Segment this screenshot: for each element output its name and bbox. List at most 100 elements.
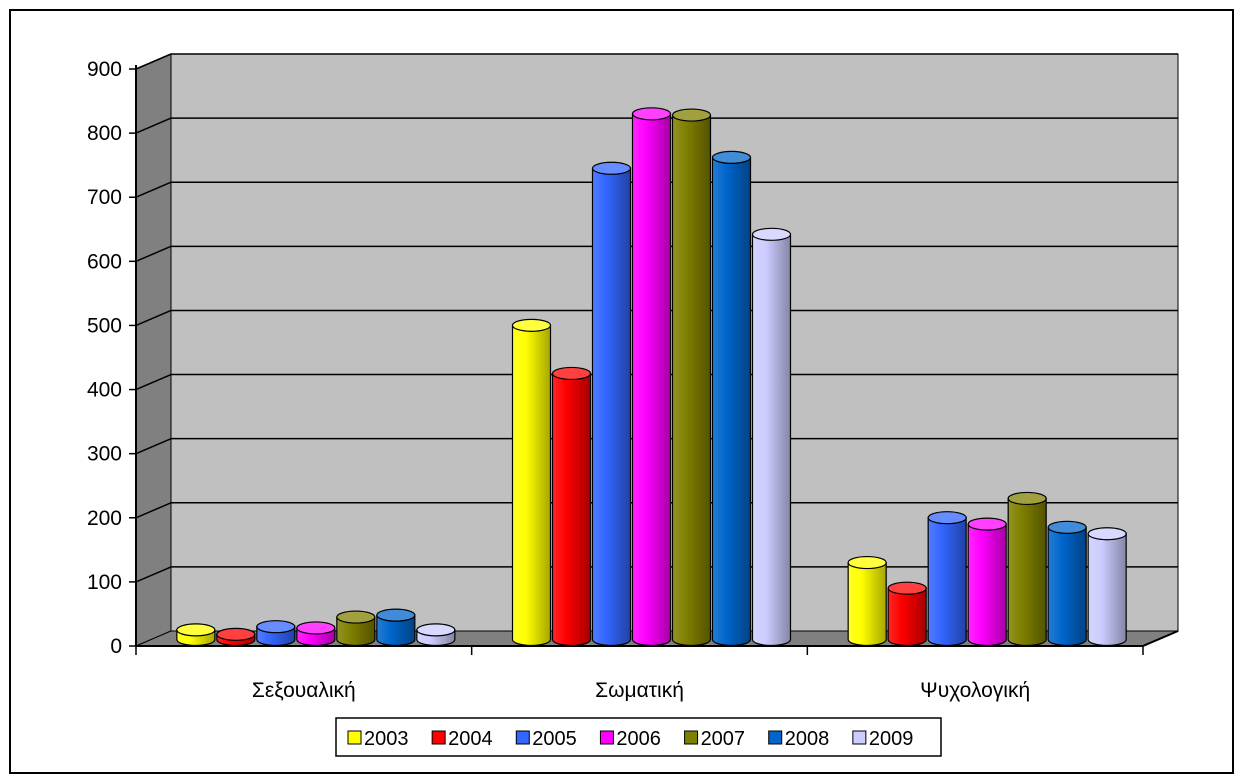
bar-top (711, 150, 752, 164)
bar (1087, 527, 1127, 647)
legend-swatch (768, 730, 783, 745)
y-tick-label: 700 (87, 186, 122, 209)
chart-frame: 0 100 200 300 400 500 600 700 800 900 Σεξουαλική Σ… (9, 9, 1234, 774)
bar (751, 227, 792, 647)
x-category-label: Σεξουαλική (252, 679, 356, 702)
gridline-side (135, 309, 172, 327)
legend-item: 2005 (515, 728, 577, 750)
legend-label: 2004 (448, 728, 493, 750)
gridline-side (135, 502, 172, 519)
bar-top (551, 366, 592, 381)
legend-label: 2005 (532, 728, 577, 750)
bar (256, 620, 296, 647)
bar-top (176, 623, 216, 637)
bar-body (591, 167, 632, 647)
gridline-side (135, 117, 172, 134)
bar (631, 107, 672, 647)
y-tick-label: 600 (87, 250, 122, 273)
bar (216, 627, 256, 647)
gridline-side (135, 53, 172, 70)
bar-body (711, 156, 752, 647)
legend-item: 2007 (684, 728, 746, 750)
bar (887, 581, 927, 647)
bar-body (1007, 497, 1047, 647)
gridline-side (135, 373, 172, 391)
x-axis-depth (1142, 630, 1179, 647)
bar-body (551, 372, 592, 647)
bar (376, 608, 416, 647)
bar-body (887, 587, 927, 647)
bar (967, 517, 1007, 647)
legend-swatch (515, 730, 530, 745)
bar-body (511, 324, 552, 647)
gridline-side (135, 566, 172, 583)
bar-body (336, 616, 376, 647)
bar (927, 511, 967, 647)
y-tick-label: 200 (87, 507, 122, 530)
legend-item: 2004 (431, 728, 493, 750)
bar-top (416, 623, 456, 637)
bar-body (631, 113, 672, 647)
legend-item: 2009 (852, 728, 914, 750)
gridline-side (135, 181, 172, 198)
y-tick-label: 500 (87, 314, 122, 337)
bar (847, 555, 887, 647)
bar (711, 150, 752, 647)
bar-top (1087, 527, 1127, 541)
legend-swatch (599, 730, 614, 745)
y-tick-label: 900 (87, 58, 122, 81)
legend-swatch (852, 730, 867, 745)
bar (1047, 520, 1087, 647)
bar-top (591, 161, 632, 175)
bars (176, 107, 1127, 647)
bar (511, 318, 552, 647)
bar (336, 610, 376, 647)
bar-top (671, 108, 712, 122)
y-axis-ticks: 0 100 200 300 400 500 600 700 800 900 (87, 58, 136, 658)
bar-body (847, 561, 887, 647)
x-axis-categories: Σεξουαλική Σωματική Ψυχολογική (135, 646, 1144, 702)
x-category-label: Ψυχολογική (920, 679, 1030, 702)
bar-top (376, 608, 416, 622)
bar-top (216, 627, 256, 641)
legend-label: 2009 (869, 728, 914, 750)
bar-top (847, 555, 887, 570)
bar-body (376, 614, 416, 647)
gridline-side (135, 245, 172, 263)
gridline-side (135, 437, 172, 455)
bar (176, 623, 216, 647)
y-tick-label: 400 (87, 379, 122, 402)
legend-item: 2006 (599, 728, 661, 750)
legend-label: 2007 (701, 728, 746, 750)
bar-top (256, 620, 296, 634)
bar (296, 621, 336, 647)
bar-top (336, 610, 376, 624)
bar (671, 108, 712, 647)
y-tick-label: 0 (110, 635, 122, 658)
bar-body (751, 233, 792, 647)
y-tick-label: 800 (87, 122, 122, 145)
bar-body (1047, 526, 1087, 647)
bar-top (296, 621, 336, 635)
bar-top (927, 511, 967, 525)
bar-top (631, 107, 672, 121)
legend-swatch (684, 730, 699, 745)
legend-label: 2006 (616, 728, 661, 750)
legend-swatch (431, 730, 446, 745)
legend-label: 2008 (785, 728, 830, 750)
bar (416, 623, 456, 647)
legend-label: 2003 (364, 728, 409, 750)
bar-top (887, 581, 927, 595)
bar-top (1047, 520, 1087, 534)
legend-item: 2003 (347, 728, 409, 750)
bar-body (927, 517, 967, 647)
bar-top (967, 517, 1007, 531)
bar (1007, 491, 1047, 647)
bar-body (1087, 533, 1127, 647)
bar-top (511, 318, 552, 332)
bar-body (967, 523, 1007, 647)
bar-top (751, 227, 792, 241)
bar-top (1007, 491, 1047, 506)
y-tick-label: 100 (87, 571, 122, 594)
